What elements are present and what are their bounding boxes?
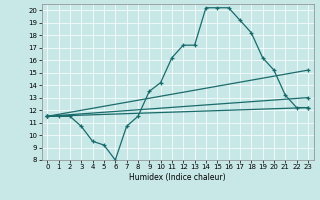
- X-axis label: Humidex (Indice chaleur): Humidex (Indice chaleur): [129, 173, 226, 182]
